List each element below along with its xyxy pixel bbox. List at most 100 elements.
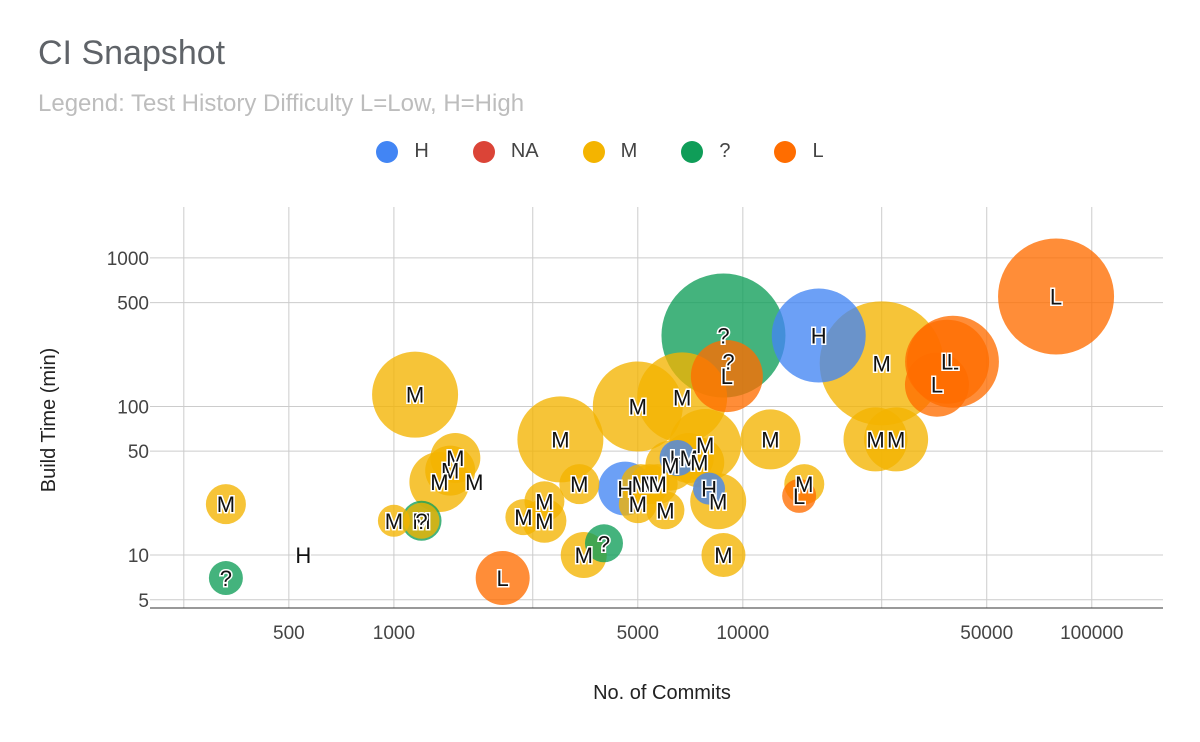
bubble-label: M	[465, 470, 483, 495]
bubble-label: M	[661, 454, 679, 479]
y-tick-label: 50	[128, 442, 149, 463]
bubble-label: M	[696, 433, 714, 458]
bubble-label: ?	[722, 350, 734, 375]
legend-label: H	[414, 140, 429, 162]
bubble-label: M	[866, 427, 884, 452]
bubble-m[interactable]	[864, 407, 929, 472]
legend-item-unknown[interactable]: ?	[681, 140, 730, 163]
bubble-label: M	[887, 427, 905, 452]
bubble-label: M	[551, 427, 569, 452]
legend-item-h[interactable]: H	[376, 140, 429, 163]
y-tick-label: 5	[138, 591, 149, 612]
bubble-label: L	[721, 364, 733, 389]
bubble-label: H	[295, 543, 311, 568]
bubble-label: M	[629, 394, 647, 419]
legend: H NA M? L	[0, 140, 1200, 163]
bubble-label: M	[640, 472, 658, 497]
x-tick-label: 10000	[716, 623, 769, 644]
bubble-m[interactable]	[372, 351, 459, 438]
bubble-label: M	[648, 472, 666, 497]
bubble-m[interactable]	[701, 533, 746, 578]
bubble-m[interactable]	[205, 484, 246, 525]
legend-swatch	[582, 140, 605, 163]
legend-label: ?	[719, 140, 731, 162]
bubble-label: M	[629, 492, 647, 517]
bubble-unknown[interactable]	[208, 561, 243, 596]
bubble-h[interactable]	[659, 439, 696, 476]
axis-ticks: 500 1000 5000 10000 50000 100000 5 10 50 100 500 10…	[107, 249, 1124, 644]
bubble-label: M	[446, 446, 464, 471]
bubble-label: M	[570, 472, 588, 497]
legend-swatch	[472, 140, 495, 163]
legend-item-na[interactable]: NA	[472, 140, 539, 163]
bubble-label: M	[412, 509, 430, 534]
bubble-l[interactable]	[998, 238, 1115, 355]
bubble-m[interactable]	[646, 491, 685, 530]
bubble-label: M	[680, 446, 698, 471]
bubble-l[interactable]	[690, 340, 763, 413]
chart-title: CI Snapshot	[38, 34, 226, 72]
bubble-label: M	[406, 383, 424, 408]
y-tick-label: 1000	[107, 249, 149, 270]
bubble-m[interactable]	[517, 396, 604, 483]
legend-swatch	[376, 140, 399, 163]
bubble-label: M	[535, 509, 553, 534]
bubble-h[interactable]	[693, 472, 726, 505]
bubble-label: ?	[220, 566, 232, 591]
bubble-label: M	[873, 351, 891, 376]
bubble-m[interactable]	[740, 409, 801, 470]
bubble-label: ?	[598, 531, 610, 556]
bubble-label: H	[811, 324, 827, 349]
bubble-label: L	[931, 373, 943, 398]
legend-swatch	[774, 140, 797, 163]
bubble-l[interactable]	[475, 551, 530, 606]
chart-subtitle: Legend: Test History Difficulty L=Low, H…	[38, 90, 525, 117]
bubble-label: M	[673, 385, 691, 410]
bubble-label: M	[632, 472, 650, 497]
bubble-l[interactable]	[904, 352, 969, 417]
y-tick-label: 10	[128, 546, 149, 567]
legend-item-l[interactable]: L	[774, 140, 824, 163]
bubble-m[interactable]	[403, 502, 440, 539]
bubble-label: M	[385, 509, 403, 534]
x-axis-title: No. of Commits	[593, 682, 731, 704]
bubble-label: M	[761, 427, 779, 452]
y-tick-label: 500	[117, 294, 149, 315]
bubble-l[interactable]	[782, 478, 817, 513]
y-tick-label: 100	[117, 397, 149, 418]
bubble-label: L	[1050, 284, 1062, 309]
bubble-label: L	[947, 350, 959, 375]
legend-swatch	[681, 140, 704, 163]
legend-item-m[interactable]: M	[582, 140, 638, 163]
bubble-label: L	[941, 350, 953, 375]
bubble-label: H	[670, 446, 686, 471]
bubble-h[interactable]	[771, 288, 866, 383]
x-tick-label: 50000	[960, 623, 1013, 644]
bubble-label: M	[690, 450, 708, 475]
x-tick-label: 100000	[1060, 623, 1123, 644]
bubble-label: M	[795, 472, 813, 497]
bubble-label: L	[793, 484, 805, 509]
bubble-label: M	[514, 505, 532, 530]
x-tick-label: 1000	[373, 623, 415, 644]
bubble-m[interactable]	[559, 464, 600, 505]
bubble-label: L	[497, 566, 509, 591]
bubble-label: ?	[717, 324, 729, 349]
bubble-label: M	[430, 470, 448, 495]
bubble-m[interactable]	[377, 504, 410, 537]
bubble-unknown[interactable]	[584, 524, 623, 563]
bubble-label: M	[709, 489, 727, 514]
bubble-m[interactable]	[425, 445, 476, 496]
y-axis-title: Build Time (min)	[38, 348, 60, 492]
bubble-label: M	[575, 543, 593, 568]
bubble-label: M	[217, 492, 235, 517]
bubble-label: M	[656, 498, 674, 523]
bubble-label: M	[535, 489, 553, 514]
legend-label: M	[620, 140, 638, 162]
bubble-label: H	[617, 477, 633, 502]
legend-label: NA	[510, 140, 539, 162]
legend-label: L	[812, 140, 824, 162]
bubble-m[interactable]	[505, 499, 542, 536]
